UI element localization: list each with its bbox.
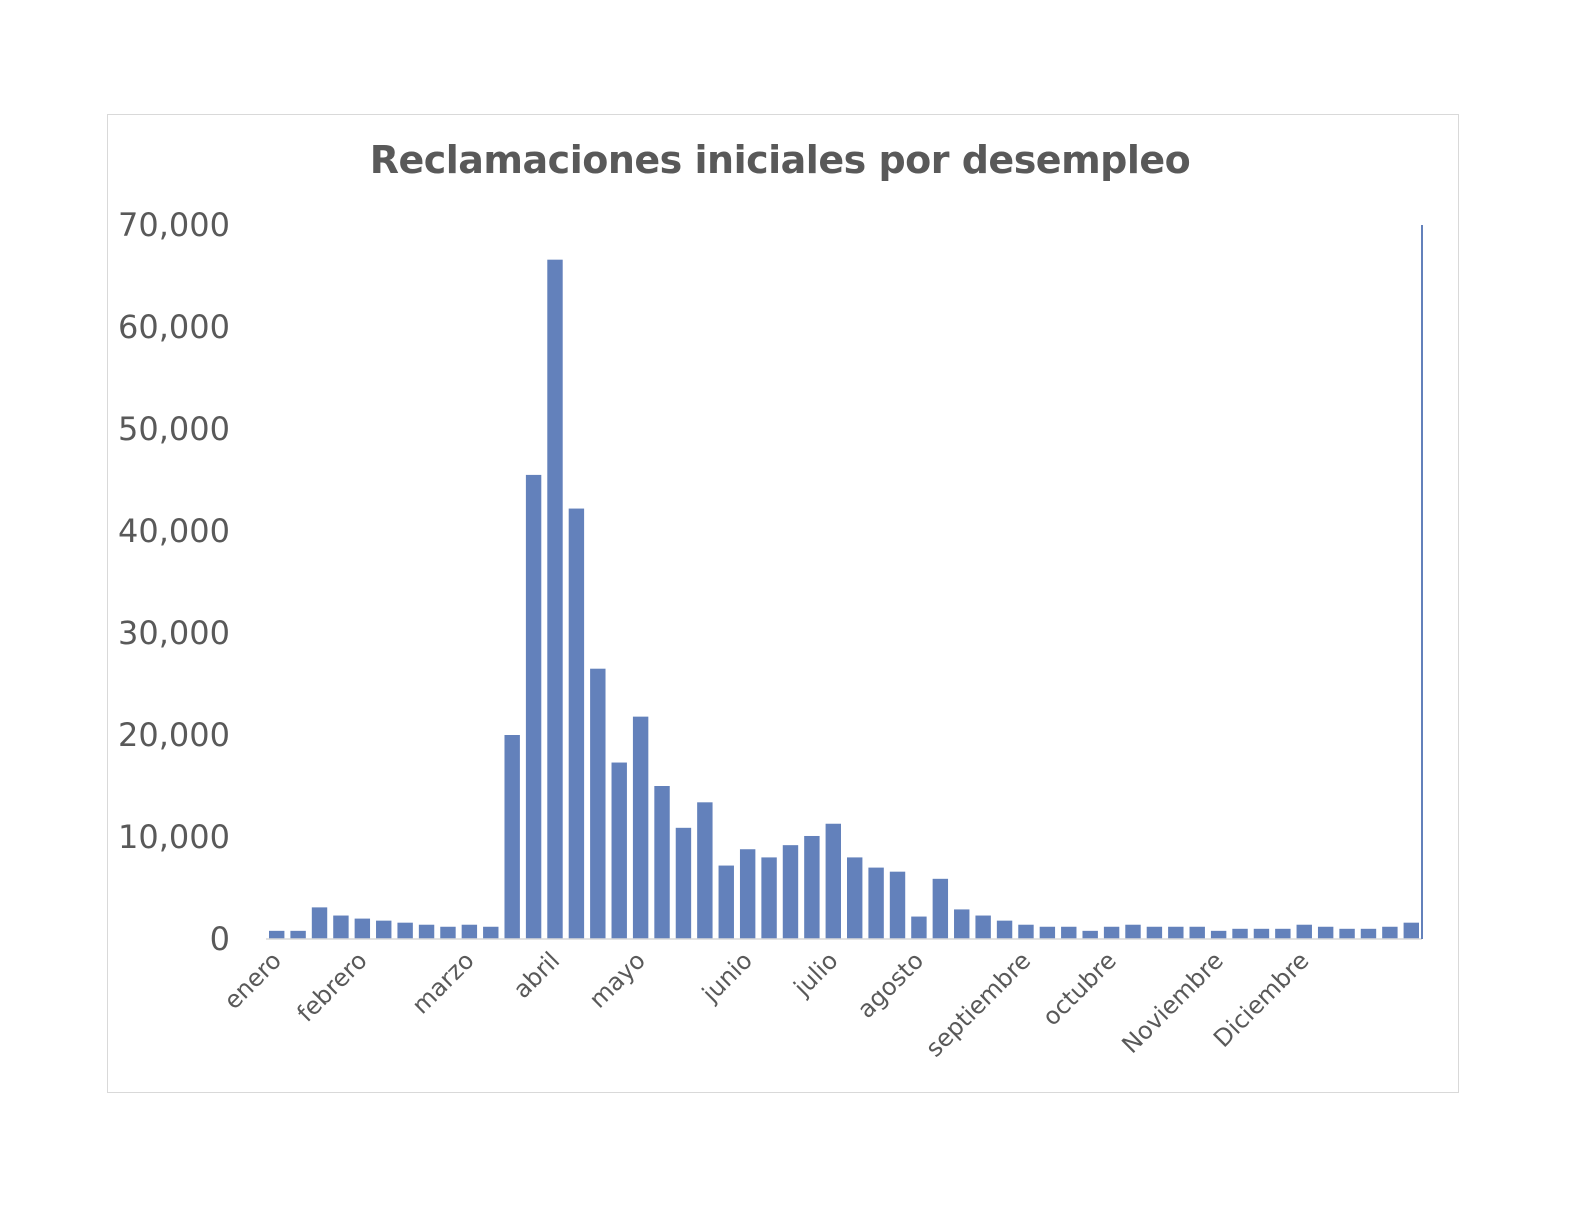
chart-title: Reclamaciones iniciales por desempleo <box>369 138 1191 182</box>
bar <box>1125 924 1141 939</box>
bar <box>547 259 563 939</box>
bar <box>889 871 906 939</box>
bar <box>1317 926 1334 939</box>
bar <box>1382 926 1398 939</box>
y-tick-label: 0 <box>210 920 230 958</box>
bar <box>504 735 520 939</box>
x-tick-label: febrero <box>292 946 373 1027</box>
bar <box>461 924 478 939</box>
y-tick-label: 70,000 <box>118 206 230 244</box>
x-axis-ticks: enero febrero marzo abril mayo junio julio agos… <box>219 946 1315 1062</box>
bar <box>954 909 970 939</box>
bar <box>1253 928 1270 939</box>
bar <box>825 823 841 939</box>
bar <box>1339 928 1355 939</box>
x-tick-label: julio <box>788 946 844 1002</box>
bar <box>397 922 413 939</box>
bar <box>1082 930 1098 939</box>
bar <box>611 762 627 939</box>
bar <box>568 508 585 939</box>
bar <box>1296 924 1312 939</box>
bar <box>354 918 371 939</box>
x-tick-label: marzo <box>407 946 480 1019</box>
bar <box>1403 922 1419 939</box>
x-tick-label: mayo <box>584 946 651 1013</box>
bar <box>1232 928 1248 939</box>
bar <box>1039 926 1056 939</box>
bar <box>1189 926 1205 939</box>
bar <box>290 930 306 939</box>
bar <box>632 716 649 939</box>
x-tick-label: Noviembre <box>1116 946 1228 1058</box>
x-tick-label: abril <box>508 946 565 1003</box>
y-tick-label: 60,000 <box>118 308 230 346</box>
bar <box>376 920 392 939</box>
y-tick-label: 30,000 <box>118 614 230 652</box>
bar <box>911 916 927 939</box>
bar <box>311 907 328 939</box>
bar <box>739 849 756 939</box>
y-tick-label: 10,000 <box>118 818 230 856</box>
bars <box>269 259 1419 939</box>
bar <box>483 926 499 939</box>
bar <box>1061 926 1077 939</box>
bar <box>675 827 692 939</box>
bar <box>1275 928 1291 939</box>
bar <box>1146 926 1163 939</box>
axes <box>266 225 1423 940</box>
bar <box>590 668 606 939</box>
bar <box>654 786 670 939</box>
y-tick-label: 50,000 <box>118 410 230 448</box>
bar <box>1210 930 1227 939</box>
bar <box>418 924 435 939</box>
bar <box>1103 926 1120 939</box>
bar <box>847 857 863 939</box>
bar <box>761 857 777 939</box>
bar <box>1168 926 1184 939</box>
bar <box>804 835 820 939</box>
x-tick-label: agosto <box>852 946 929 1023</box>
y-tick-label: 40,000 <box>118 512 230 550</box>
x-tick-label: junio <box>696 946 758 1008</box>
bar <box>932 878 949 939</box>
bar <box>269 930 285 939</box>
bar <box>996 920 1013 939</box>
bar <box>975 915 991 939</box>
bar <box>440 926 456 939</box>
y-axis-ticks: 0 10,000 20,000 30,000 40,000 50,000 60,000 70,… <box>118 206 230 958</box>
bar <box>525 474 542 939</box>
bar <box>868 867 884 939</box>
y-tick-label: 20,000 <box>118 716 230 754</box>
x-tick-label: septiembre <box>920 946 1036 1062</box>
x-tick-label: octubre <box>1037 946 1122 1031</box>
bar <box>333 915 349 939</box>
bar <box>782 845 799 939</box>
bar <box>697 802 713 939</box>
bar <box>718 865 734 939</box>
bar <box>1360 928 1377 939</box>
bar <box>1018 924 1034 939</box>
